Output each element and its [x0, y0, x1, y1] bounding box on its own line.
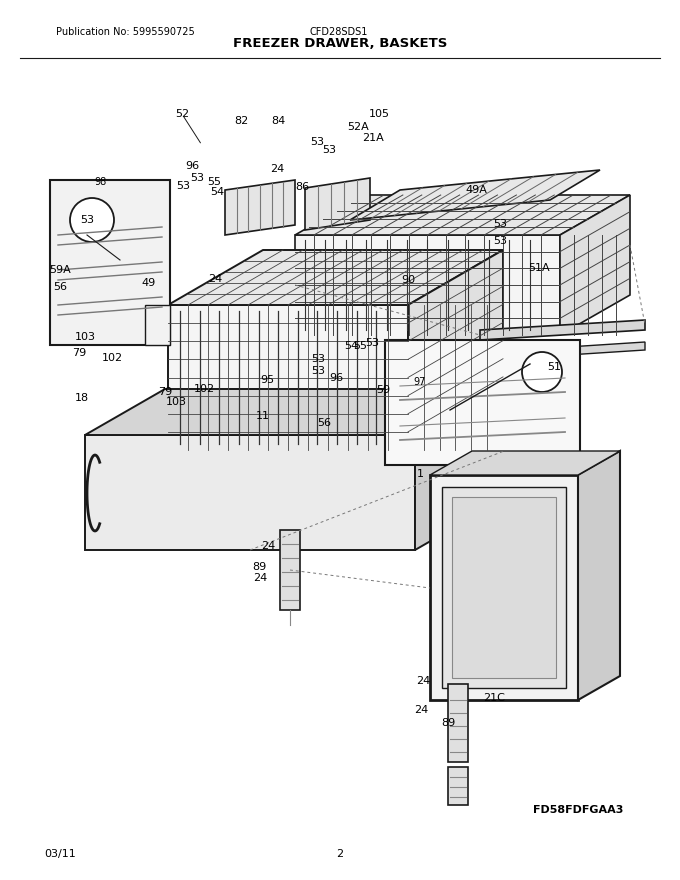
Text: 84: 84: [272, 116, 286, 127]
Text: 89: 89: [442, 718, 456, 729]
Polygon shape: [560, 195, 630, 335]
Polygon shape: [442, 487, 566, 688]
Text: 59: 59: [376, 385, 390, 395]
Text: 49A: 49A: [465, 185, 487, 195]
Text: 53: 53: [493, 218, 507, 229]
Polygon shape: [448, 684, 468, 762]
Text: 55: 55: [207, 177, 221, 187]
Text: 103: 103: [75, 332, 96, 342]
Polygon shape: [85, 389, 495, 435]
Text: 53: 53: [190, 172, 204, 183]
Polygon shape: [408, 250, 503, 450]
Text: 95: 95: [260, 375, 274, 385]
Text: 24: 24: [271, 164, 284, 174]
Text: 53: 53: [311, 366, 325, 377]
Polygon shape: [430, 451, 620, 475]
Text: 102: 102: [102, 353, 124, 363]
Text: 79: 79: [73, 348, 86, 358]
Text: 51A: 51A: [528, 262, 549, 273]
Text: 82: 82: [235, 116, 248, 127]
Text: 51: 51: [547, 362, 561, 372]
Text: CFD28SDS1: CFD28SDS1: [309, 26, 368, 37]
Polygon shape: [85, 435, 415, 550]
Text: FD58FDFGAA3: FD58FDFGAA3: [533, 804, 624, 815]
Text: 97: 97: [413, 377, 426, 387]
Text: 24: 24: [254, 573, 267, 583]
Polygon shape: [490, 342, 645, 360]
Text: 2: 2: [337, 848, 343, 859]
Text: 96: 96: [186, 161, 199, 172]
Text: 24: 24: [415, 705, 428, 715]
Text: 59A: 59A: [49, 265, 71, 275]
Polygon shape: [225, 180, 295, 235]
Text: 53: 53: [322, 144, 336, 155]
Text: 56: 56: [318, 418, 331, 429]
Polygon shape: [448, 767, 468, 805]
Text: 55: 55: [354, 341, 367, 351]
Text: 96: 96: [329, 372, 343, 383]
Text: 89: 89: [253, 561, 267, 572]
Text: 54: 54: [344, 341, 358, 351]
Polygon shape: [305, 178, 370, 230]
Text: 18: 18: [75, 392, 89, 403]
Text: 79: 79: [158, 386, 172, 397]
Text: 105: 105: [369, 109, 390, 120]
Polygon shape: [385, 340, 580, 465]
Polygon shape: [430, 475, 578, 700]
Text: 53: 53: [310, 136, 324, 147]
Polygon shape: [168, 250, 503, 305]
Text: 24: 24: [416, 676, 430, 686]
Text: Publication No: 5995590725: Publication No: 5995590725: [56, 26, 195, 37]
Text: 86: 86: [295, 182, 309, 193]
Text: 102: 102: [194, 384, 216, 394]
Polygon shape: [415, 389, 495, 550]
Text: 52A: 52A: [347, 121, 369, 132]
Polygon shape: [350, 170, 600, 220]
Text: FREEZER DRAWER, BASKETS: FREEZER DRAWER, BASKETS: [233, 37, 447, 49]
Text: 52: 52: [175, 109, 189, 120]
Polygon shape: [145, 305, 170, 345]
Text: 21C: 21C: [483, 693, 505, 703]
Text: 103: 103: [166, 397, 186, 407]
Text: 1: 1: [417, 469, 424, 480]
Text: 53: 53: [493, 236, 507, 246]
Polygon shape: [578, 451, 620, 700]
Text: 98: 98: [95, 177, 107, 187]
Polygon shape: [480, 320, 645, 340]
Polygon shape: [452, 497, 556, 678]
Text: 54: 54: [211, 187, 224, 197]
Text: 53: 53: [311, 354, 325, 364]
Polygon shape: [50, 180, 170, 345]
Text: 11: 11: [256, 411, 270, 422]
Text: 53: 53: [366, 338, 379, 348]
Text: 24: 24: [262, 541, 275, 552]
Polygon shape: [280, 530, 300, 610]
Text: 90: 90: [402, 275, 415, 285]
Text: 56: 56: [54, 282, 67, 292]
Polygon shape: [295, 195, 630, 235]
Text: 03/11: 03/11: [44, 848, 76, 859]
Text: 53: 53: [80, 215, 94, 225]
Text: 53: 53: [177, 180, 190, 191]
Circle shape: [70, 198, 114, 242]
Polygon shape: [168, 305, 408, 450]
Circle shape: [522, 352, 562, 392]
Text: 49: 49: [142, 278, 156, 289]
Polygon shape: [295, 235, 560, 335]
Text: 24: 24: [209, 274, 222, 284]
Text: 21A: 21A: [362, 133, 384, 143]
